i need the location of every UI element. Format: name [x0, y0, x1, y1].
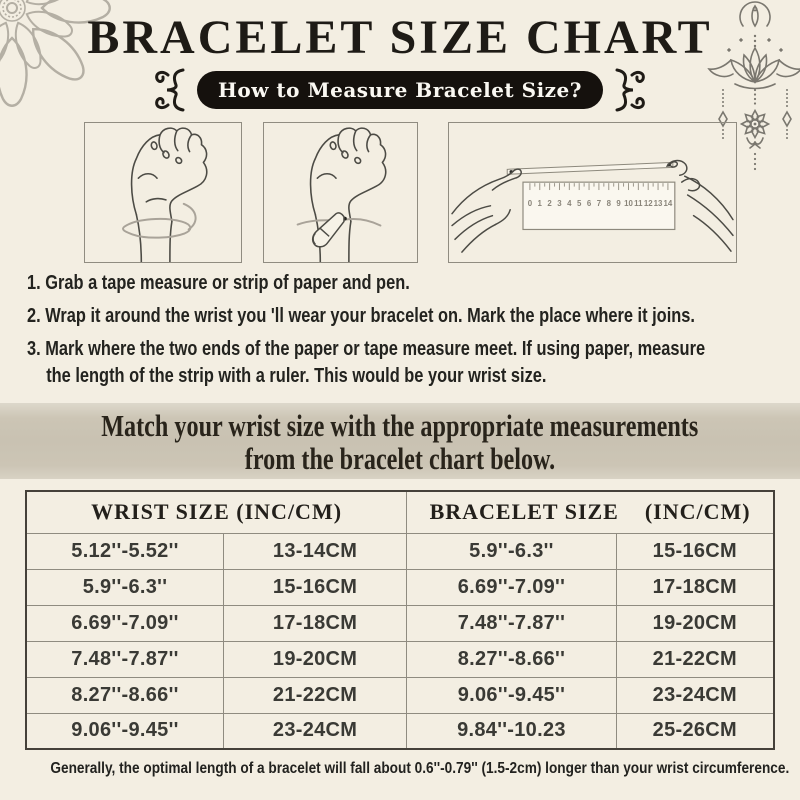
svg-text:10: 10	[624, 199, 633, 208]
svg-text:12: 12	[644, 199, 653, 208]
hand-with-pen-icon	[296, 127, 387, 262]
svg-text:14: 14	[664, 199, 673, 208]
bracelet-cm-cell: 15-16CM	[615, 532, 775, 570]
squiggle-left-icon	[155, 68, 185, 112]
svg-text:4: 4	[567, 199, 572, 208]
bracelet-cm-cell: 19-20CM	[615, 604, 775, 642]
table-row: 7.48''-7.87'' 19-20CM 8.27''-8.66'' 21-2…	[25, 640, 775, 678]
illustration-mark-wrist	[263, 122, 418, 263]
table-row: 8.27''-8.66'' 21-22CM 9.06''-9.45'' 23-2…	[25, 676, 775, 714]
table-row: 5.9''-6.3'' 15-16CM 6.69''-7.09'' 17-18C…	[25, 568, 775, 606]
badge-row: How to Measure Bracelet Size?	[0, 68, 800, 112]
bracelet-cm-cell: 23-24CM	[615, 676, 775, 714]
wrist-cm-cell: 21-22CM	[222, 676, 408, 714]
hands-with-ruler-icon: 0 1 2 3 4 5 6 7 8 9 10 11 12 13 14	[451, 159, 734, 253]
svg-text:3: 3	[557, 199, 562, 208]
illustration-measure-ruler: 0 1 2 3 4 5 6 7 8 9 10 11 12 13 14	[448, 122, 737, 263]
step-1: 1. Grab a tape measure or strip of paper…	[27, 271, 410, 294]
bracelet-cm-cell: 25-26CM	[615, 712, 775, 750]
svg-text:6: 6	[587, 199, 592, 208]
bracelet-cm-cell: 17-18CM	[615, 568, 775, 606]
table-row: 6.69''-7.09'' 17-18CM 7.48''-7.87'' 19-2…	[25, 604, 775, 642]
bracelet-inch-cell: 9.84''-10.23	[406, 712, 617, 750]
footnote: Generally, the optimal length of a brace…	[0, 760, 800, 778]
svg-text:11: 11	[634, 199, 643, 208]
wrist-inch-cell: 5.9''-6.3''	[25, 568, 224, 606]
bracelet-inch-cell: 6.69''-7.09''	[406, 568, 617, 606]
wrist-inch-cell: 9.06''-9.45''	[25, 712, 224, 750]
footnote-text: Generally, the optimal length of a brace…	[50, 760, 790, 777]
bracelet-cm-cell: 21-22CM	[615, 640, 775, 678]
svg-text:13: 13	[654, 199, 663, 208]
wrist-cm-cell: 23-24CM	[222, 712, 408, 750]
svg-text:7: 7	[597, 199, 602, 208]
wrist-size-header: WRIST SIZE (INC/CM)	[25, 490, 408, 534]
step-2: 2. Wrap it around the wrist you 'll wear…	[27, 304, 695, 327]
svg-text:0: 0	[528, 199, 533, 208]
svg-text:2: 2	[547, 199, 552, 208]
squiggle-right-icon	[615, 68, 645, 112]
wrist-inch-cell: 5.12''-5.52''	[25, 532, 224, 570]
size-table: WRIST SIZE (INC/CM) BRACELET SIZE (INC/C…	[25, 490, 775, 750]
wrist-cm-cell: 17-18CM	[222, 604, 408, 642]
wrist-cm-cell: 19-20CM	[222, 640, 408, 678]
illustration-wrap-wrist	[84, 122, 242, 263]
match-size-banner: Match your wrist size with the appropria…	[0, 403, 800, 479]
bracelet-inch-cell: 8.27''-8.66''	[406, 640, 617, 678]
banner-line-2: from the bracelet chart below.	[244, 441, 556, 476]
svg-text:1: 1	[538, 199, 543, 208]
banner-line-1: Match your wrist size with the appropria…	[101, 408, 699, 443]
page-title: BRACELET SIZE CHART	[87, 11, 713, 64]
lotus-ornament-icon	[707, 1, 800, 171]
wrist-inch-cell: 7.48''-7.87''	[25, 640, 224, 678]
table-row: 5.12''-5.52'' 13-14CM 5.9''-6.3'' 15-16C…	[25, 532, 775, 570]
svg-text:5: 5	[577, 199, 582, 208]
wrist-inch-cell: 6.69''-7.09''	[25, 604, 224, 642]
svg-text:9: 9	[616, 199, 621, 208]
step-3: 3. Mark where the two ends of the paper …	[27, 337, 706, 360]
step-3-continued: the length of the strip with a ruler. Th…	[46, 364, 547, 387]
how-to-measure-badge: How to Measure Bracelet Size?	[197, 71, 603, 109]
table-row: 9.06''-9.45'' 23-24CM 9.84''-10.23 25-26…	[25, 712, 775, 750]
wrist-cm-cell: 15-16CM	[222, 568, 408, 606]
wrist-cm-cell: 13-14CM	[222, 532, 408, 570]
bracelet-size-header: BRACELET SIZE (INC/CM)	[406, 490, 775, 534]
bracelet-inch-cell: 9.06''-9.45''	[406, 676, 617, 714]
svg-text:8: 8	[607, 199, 612, 208]
mandala-flower-icon	[0, 0, 111, 107]
bracelet-inch-cell: 7.48''-7.87''	[406, 604, 617, 642]
bracelet-inch-cell: 5.9''-6.3''	[406, 532, 617, 570]
measure-steps: 1. Grab a tape measure or strip of paper…	[27, 271, 779, 397]
table-header-row: WRIST SIZE (INC/CM) BRACELET SIZE (INC/C…	[25, 490, 775, 534]
hand-with-string-icon	[122, 127, 208, 262]
wrist-inch-cell: 8.27''-8.66''	[25, 676, 224, 714]
ruler-numbers: 0 1 2 3 4 5 6 7 8 9 10 11 12 13 14	[528, 199, 673, 208]
